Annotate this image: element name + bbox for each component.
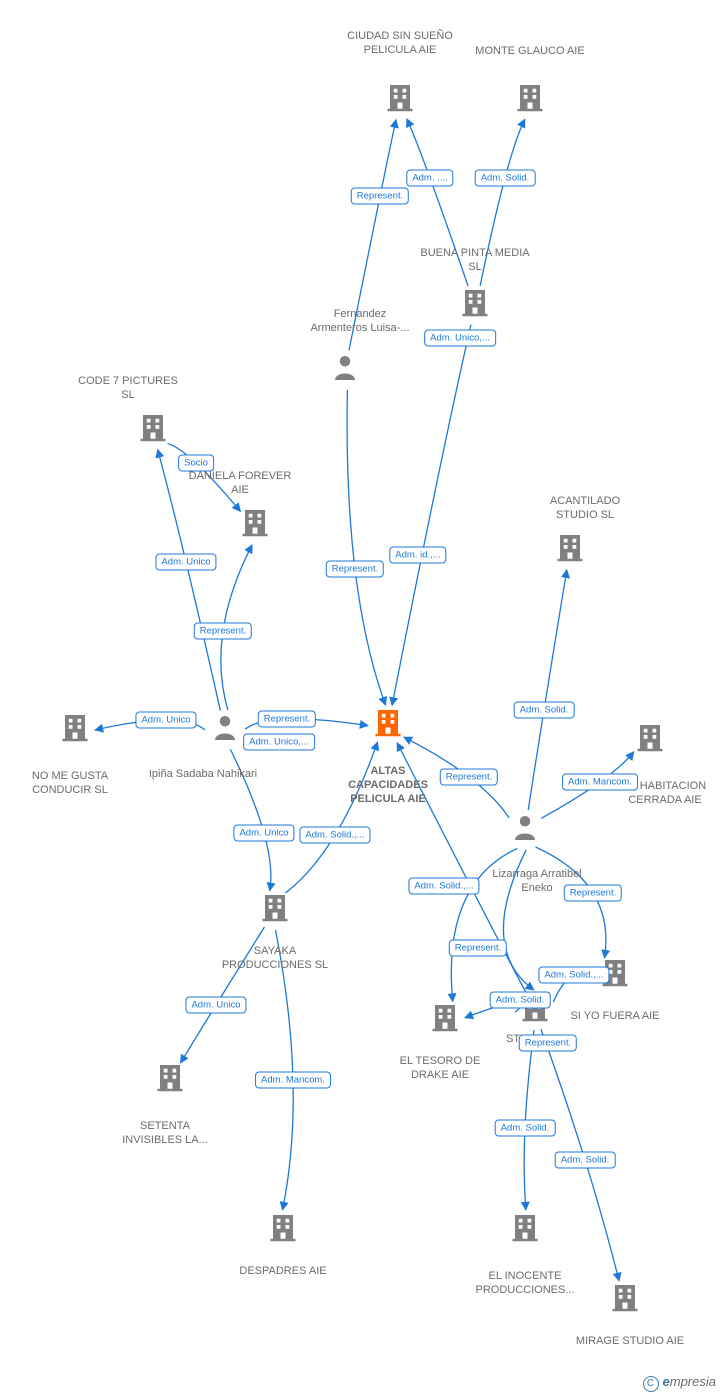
node-label: SETENTA INVISIBLES LA... bbox=[110, 1120, 220, 1148]
node-label: Ipiña Sadaba Nahikari bbox=[148, 768, 258, 782]
edge-label: Represent. bbox=[564, 885, 622, 902]
edge-label: Adm. Solid. bbox=[555, 1152, 616, 1169]
edge bbox=[347, 390, 386, 705]
edge-label: Adm. Solid.,... bbox=[299, 827, 370, 844]
node-label: CIUDAD SIN SUEÑO PELICULA AIE bbox=[345, 30, 455, 58]
person-icon[interactable] bbox=[330, 353, 360, 388]
edge-label: Adm. Mancom. bbox=[562, 774, 638, 791]
edge-label: Represent. bbox=[351, 188, 409, 205]
building-icon[interactable] bbox=[515, 83, 545, 118]
node-label: MONTE GLAUCO AIE bbox=[475, 45, 585, 59]
person-icon[interactable] bbox=[510, 813, 540, 848]
edge-label: Adm. Solid. bbox=[475, 170, 536, 187]
building-icon[interactable] bbox=[268, 1213, 298, 1248]
node-label: CODE 7 PICTURES SL bbox=[73, 375, 183, 403]
node-label: ALTAS CAPACIDADES PELICULA AIE bbox=[333, 765, 443, 806]
edge-label: Represent. bbox=[519, 1035, 577, 1052]
node-label: SAYAKA PRODUCCIONES SL bbox=[220, 945, 330, 973]
edge-label: Represent. bbox=[440, 769, 498, 786]
edge-label: Adm. Mancom. bbox=[255, 1072, 331, 1089]
edge bbox=[528, 570, 567, 811]
building-icon[interactable] bbox=[373, 708, 403, 743]
edge bbox=[536, 847, 606, 958]
edge-label: Adm. .... bbox=[406, 170, 453, 187]
edge-label: Adm. Unico,... bbox=[424, 330, 496, 347]
node-label: SI YO FUERA AIE bbox=[560, 1010, 670, 1024]
edge-label: Adm. Solid. bbox=[514, 702, 575, 719]
building-icon[interactable] bbox=[60, 713, 90, 748]
node-label: DANIELA FOREVER AIE bbox=[185, 470, 295, 498]
building-icon[interactable] bbox=[138, 413, 168, 448]
building-icon[interactable] bbox=[510, 1213, 540, 1248]
edge-label: Adm. Unico,... bbox=[243, 734, 315, 751]
edge-label: Adm. Unico bbox=[233, 825, 294, 842]
edge-label: Socio bbox=[178, 455, 214, 472]
node-label: ACANTILADO STUDIO SL bbox=[530, 495, 640, 523]
node-label: BUENA PINTA MEDIA SL bbox=[420, 247, 530, 275]
node-label: EL INOCENTE PRODUCCIONES... bbox=[470, 1270, 580, 1298]
network-canvas bbox=[0, 0, 728, 1400]
edge-label: Adm. Unico bbox=[135, 712, 196, 729]
node-label: MIRAGE STUDIO AIE bbox=[575, 1335, 685, 1349]
edge-label: Adm. Unico bbox=[185, 997, 246, 1014]
node-label: EL TESORO DE DRAKE AIE bbox=[385, 1055, 495, 1083]
building-icon[interactable] bbox=[460, 288, 490, 323]
edge-label: Adm. Solid.,... bbox=[538, 967, 609, 984]
building-icon[interactable] bbox=[385, 83, 415, 118]
edge bbox=[392, 325, 471, 706]
node-label: Fernandez Armenteros Luisa-... bbox=[305, 308, 415, 336]
building-icon[interactable] bbox=[555, 533, 585, 568]
building-icon[interactable] bbox=[430, 1003, 460, 1038]
edge-label: Adm. Solid. bbox=[495, 1120, 556, 1137]
person-icon[interactable] bbox=[210, 713, 240, 748]
building-icon[interactable] bbox=[240, 508, 270, 543]
edge-label: Represent. bbox=[449, 940, 507, 957]
edge-label: Represent. bbox=[326, 561, 384, 578]
edge-label: Adm. id.,... bbox=[389, 547, 446, 564]
edge-label: Represent. bbox=[194, 623, 252, 640]
edge-label: Adm. Solid.,... bbox=[408, 878, 479, 895]
edge-label: Represent. bbox=[258, 711, 316, 728]
building-icon[interactable] bbox=[610, 1283, 640, 1318]
building-icon[interactable] bbox=[155, 1063, 185, 1098]
watermark: Cempresia bbox=[643, 1374, 716, 1392]
building-icon[interactable] bbox=[635, 723, 665, 758]
node-label: NO ME GUSTA CONDUCIR SL bbox=[15, 770, 125, 798]
building-icon[interactable] bbox=[260, 893, 290, 928]
edge-label: Adm. Solid. bbox=[490, 992, 551, 1009]
node-label: DESPADRES AIE bbox=[228, 1265, 338, 1279]
edge-label: Adm. Unico bbox=[155, 554, 216, 571]
